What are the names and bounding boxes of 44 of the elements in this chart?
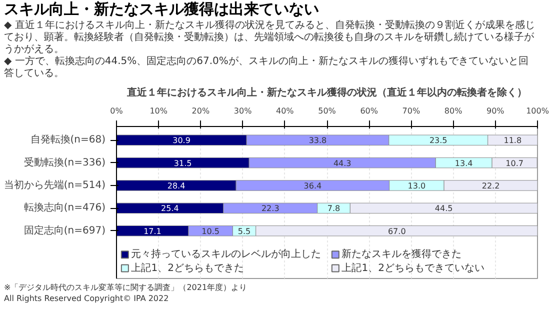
chart-subtitle: 直近１年におけるスキル向上・新たなスキル獲得の状況（直近１年以内の転換者を除く） [126, 86, 527, 98]
x-tick-label: 60% [360, 106, 378, 116]
x-tick-label: 90% [486, 106, 505, 116]
x-tick-label: 100% [526, 106, 549, 116]
data-label: 11.8 [504, 136, 522, 146]
text: ※「デジタル時代のスキル変革等に関する調査」（2021年度）より [4, 283, 248, 293]
chart-title: スキル向上・新たなスキル獲得は出来ていない [4, 0, 319, 18]
y-tick-label: 固定志向(n=697) [24, 224, 106, 236]
data-label: 28.4 [167, 181, 186, 190]
data-label: 7.8 [327, 204, 340, 214]
x-tick-label: 50% [318, 106, 336, 116]
data-label: 67.0 [388, 226, 406, 236]
y-tick-label: 自発転換(n=68) [30, 134, 106, 146]
data-label: 13.4 [454, 158, 473, 168]
data-label: 31.5 [174, 158, 192, 168]
y-tick-label: 受動転換(n=336) [24, 156, 106, 168]
data-label: 44.5 [434, 204, 453, 214]
x-tick-label: 10% [150, 106, 168, 116]
data-label: 22.3 [261, 204, 280, 214]
data-label: 13.0 [408, 181, 426, 190]
data-label: 10.5 [202, 226, 220, 236]
data-label: 30.9 [172, 136, 190, 146]
data-label: 36.4 [304, 181, 322, 190]
y-tick-label: 当初から先端(n=514) [4, 178, 106, 191]
x-tick-label: 0% [110, 106, 124, 116]
x-tick-label: 20% [192, 106, 210, 116]
text: All Rights Reserved Copyright© IPA 2022 [4, 294, 169, 304]
data-label: 33.8 [308, 136, 327, 146]
y-tick-label: 転換志向(n=476) [24, 202, 106, 214]
legend-label: 新たなスキルを獲得できた [342, 248, 462, 260]
data-label: 25.4 [161, 204, 179, 214]
data-label: 17.1 [144, 226, 162, 236]
x-tick-label: 30% [234, 106, 252, 116]
data-label: 10.7 [506, 158, 524, 168]
legend-label: 元々持っているスキルのレベルが向上した [131, 248, 322, 260]
data-label: 22.2 [482, 181, 500, 190]
legend-label: 上記1、2どちらもできていない [342, 262, 484, 274]
data-label: 23.5 [429, 136, 448, 146]
x-tick-label: 80% [444, 106, 463, 116]
data-label: 5.5 [238, 226, 251, 236]
x-tick-label: 70% [402, 106, 420, 116]
data-label: 44.3 [333, 158, 352, 168]
legend-label: 上記1、2どちらもできた [131, 262, 244, 274]
x-tick-label: 40% [276, 106, 294, 116]
